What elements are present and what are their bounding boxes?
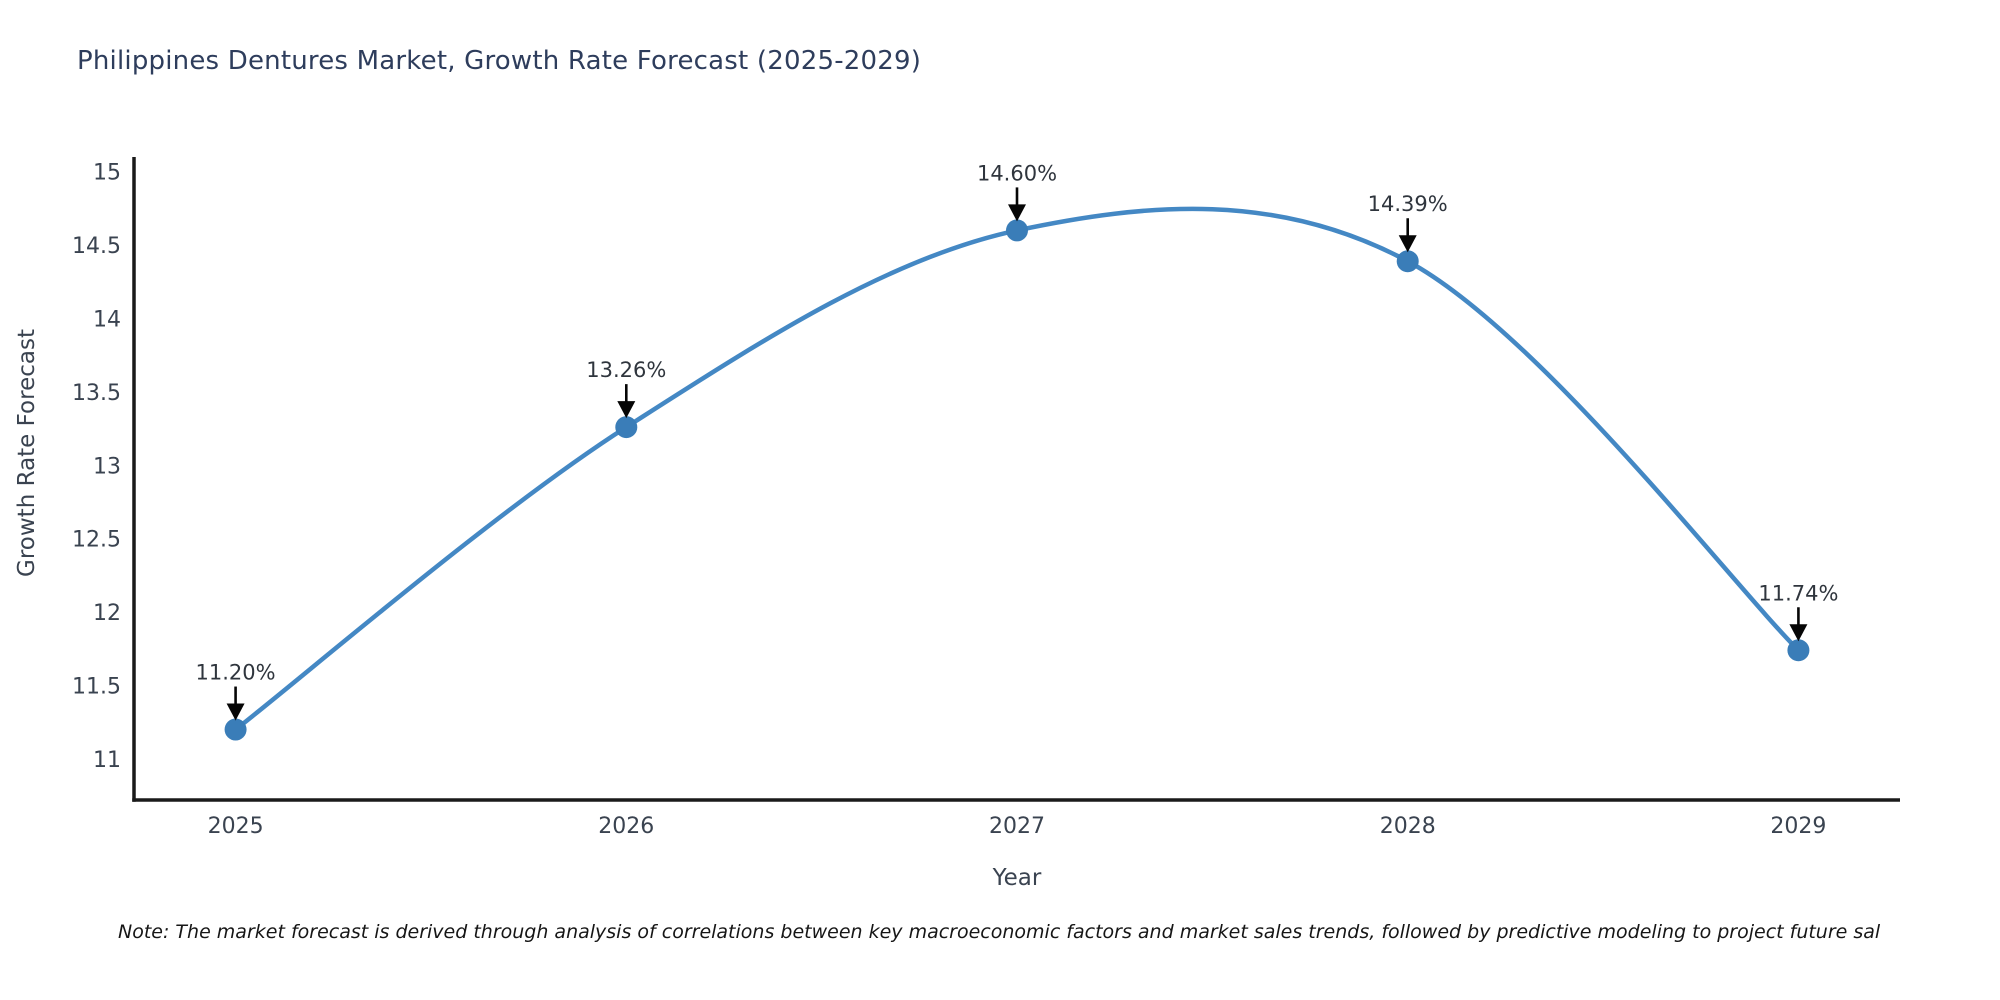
data-point-marker — [1396, 250, 1419, 273]
data-point-label: 11.74% — [1758, 581, 1838, 605]
y-tick-label: 15 — [93, 161, 121, 186]
x-tick-label: 2029 — [1770, 814, 1826, 839]
footnote: Note: The market forecast is derived thr… — [118, 921, 1881, 943]
y-tick-label: 12.5 — [72, 528, 121, 553]
annotation-arrow-head — [1789, 624, 1808, 642]
forecast-spline — [233, 206, 1801, 732]
y-tick-label: 12 — [93, 601, 121, 626]
y-tick-label: 14.5 — [72, 234, 121, 259]
y-axis-title: Growth Rate Forecast — [14, 329, 40, 577]
x-tick-label: 2025 — [208, 814, 264, 839]
y-tick-label: 11 — [93, 748, 121, 773]
y-tick-label: 11.5 — [72, 674, 121, 699]
annotation-arrow-head — [226, 703, 245, 721]
data-point-label: 14.39% — [1368, 192, 1448, 216]
data-point-marker — [224, 718, 247, 741]
data-point-marker — [1787, 639, 1810, 662]
annotation-arrow-head — [617, 401, 636, 419]
annotation-arrow-head — [1398, 235, 1417, 253]
y-tick-label: 13.5 — [72, 381, 121, 406]
y-tick-label: 14 — [93, 307, 121, 332]
chart-title: Philippines Dentures Market, Growth Rate… — [77, 46, 922, 76]
data-point-label: 14.60% — [977, 161, 1057, 185]
data-point-label: 11.20% — [196, 661, 276, 685]
data-point-marker — [615, 416, 638, 439]
x-tick-label: 2028 — [1380, 814, 1436, 839]
data-point-label: 13.26% — [586, 358, 666, 382]
y-tick-label: 13 — [93, 454, 121, 479]
x-tick-label: 2027 — [989, 814, 1045, 839]
x-axis-title: Year — [992, 865, 1042, 891]
data-point-marker — [1006, 219, 1028, 242]
annotation-arrow-head — [1008, 204, 1026, 222]
x-tick-label: 2026 — [598, 814, 654, 839]
